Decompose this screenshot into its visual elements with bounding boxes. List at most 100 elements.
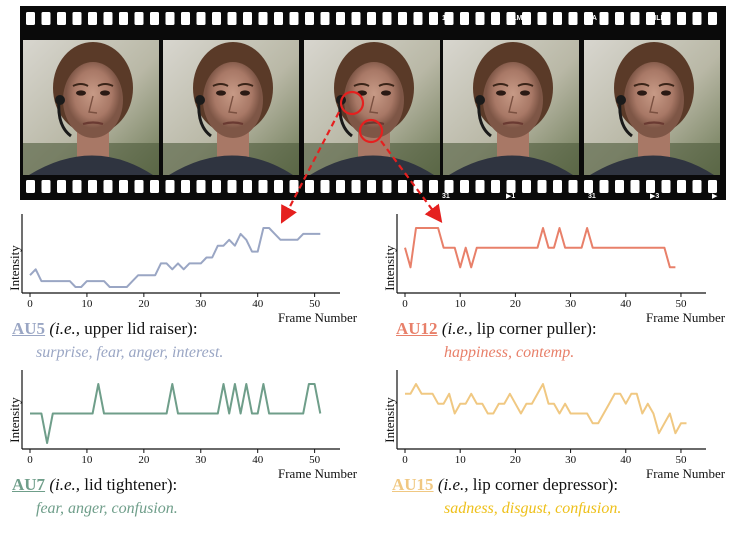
sprocket-hole: [568, 12, 578, 25]
sprocket-hole: [568, 180, 578, 193]
sprocket-hole: [444, 12, 454, 25]
film-label-top-2: FILM: [506, 15, 522, 22]
x-tick-label: 10: [455, 298, 467, 310]
sprocket-hole: [460, 12, 469, 25]
sprocket-hole: [522, 12, 531, 25]
sprocket-hole: [305, 180, 314, 193]
film-frames: [23, 40, 720, 175]
video-frame: [163, 40, 299, 175]
sprocket-hole: [708, 180, 717, 193]
sprocket-hole: [661, 180, 671, 193]
sprocket-hole: [258, 180, 268, 193]
series-line: [29, 227, 321, 288]
x-axis-label: Frame Number: [646, 466, 726, 481]
au5-emotions: surprise, fear, anger, interest.: [36, 344, 224, 361]
video-frame: [443, 40, 579, 175]
x-tick-label: 40: [620, 298, 632, 310]
x-tick-label: 30: [195, 454, 207, 466]
au5-ie: (i.e.,: [49, 319, 80, 338]
x-tick-label: 40: [620, 454, 632, 466]
film-label-top-5: 2: [712, 15, 716, 22]
sprocket-hole: [227, 12, 237, 25]
au15-desc: lip corner depressor):: [468, 475, 619, 494]
sprocket-hole: [615, 180, 624, 193]
film-label-bottom-1: 31: [442, 193, 450, 200]
au7-ie: (i.e.,: [49, 475, 80, 494]
y-axis-label: Intensity: [7, 245, 22, 291]
sprocket-hole: [57, 12, 66, 25]
sprocket-hole: [367, 180, 376, 193]
film-label-bottom-4: ▶3: [650, 193, 659, 200]
sprocket-hole: [258, 12, 268, 25]
sprocket-hole: [506, 180, 516, 193]
sprocket-hole: [119, 12, 128, 25]
face: [203, 62, 263, 138]
sprocket-hole: [661, 12, 671, 25]
sprocket-hole: [708, 12, 717, 25]
face: [624, 62, 684, 138]
sprocket-hole: [336, 180, 345, 193]
x-tick-label: 0: [27, 298, 33, 310]
x-tick-label: 50: [675, 298, 687, 310]
au7-caption: AU7 (i.e., lid tightener):: [12, 475, 177, 495]
sprocket-hole: [599, 12, 609, 25]
sprocket-hole: [522, 180, 531, 193]
video-frame: [584, 40, 720, 175]
sprocket-hole: [506, 12, 516, 25]
sprocket-hole: [646, 12, 655, 25]
sprocket-hole: [289, 180, 299, 193]
sprocket-hole: [537, 12, 547, 25]
face: [344, 62, 404, 138]
mouth-region-marker: [358, 118, 384, 144]
au7-desc: lid tightener):: [80, 475, 178, 494]
sprocket-hole: [646, 180, 655, 193]
sprocket-hole: [305, 12, 314, 25]
sprocket-hole: [212, 180, 221, 193]
sprocket-hole: [382, 180, 392, 193]
sprocket-hole: [243, 12, 252, 25]
sprocket-hole: [320, 12, 330, 25]
eye-region-marker: [339, 90, 365, 116]
sprocket-hole: [630, 12, 640, 25]
sprocket-hole: [181, 12, 190, 25]
sprocket-hole: [584, 12, 593, 25]
series-line: [30, 383, 322, 444]
x-tick-label: 10: [455, 454, 467, 466]
x-tick-label: 0: [27, 454, 33, 466]
sprocket-hole: [692, 12, 702, 25]
au15-ie: (i.e.,: [437, 475, 469, 494]
sprocket-hole: [398, 12, 407, 25]
x-axis-label: Frame Number: [646, 310, 726, 325]
sprocket-hole: [72, 180, 82, 193]
film-label-top-3: 1A: [588, 15, 597, 22]
sprocket-hole: [413, 180, 423, 193]
sprocket-hole: [26, 12, 35, 25]
au12-emotions: happiness, contemp.: [444, 344, 575, 361]
au12-ie: (i.e.,: [441, 319, 473, 338]
au7-code: AU7: [12, 475, 46, 494]
sprocket-hole: [103, 12, 113, 25]
x-axis-label: Frame Number: [278, 310, 358, 325]
sprocket-hole: [351, 180, 361, 193]
sprocket-hole: [196, 12, 206, 25]
sprocket-hole: [537, 180, 547, 193]
sprocket-hole: [88, 180, 97, 193]
video-frame: [304, 40, 440, 175]
x-tick-label: 50: [309, 298, 321, 310]
x-tick-label: 20: [510, 298, 522, 310]
sprocket-hole: [289, 12, 299, 25]
sprocket-hole: [243, 180, 252, 193]
x-tick-label: 10: [81, 298, 93, 310]
sprocket-hole: [491, 12, 500, 25]
film-strip: 1A FILM 1A FILM 2 31 ▶1 31 ▶3 ▶: [20, 6, 726, 200]
au5-code: AU5: [12, 319, 46, 338]
x-tick-label: 10: [81, 454, 93, 466]
sprocket-hole: [553, 180, 562, 193]
x-tick-label: 30: [565, 298, 577, 310]
film-label-bottom-5: ▶: [712, 193, 718, 200]
